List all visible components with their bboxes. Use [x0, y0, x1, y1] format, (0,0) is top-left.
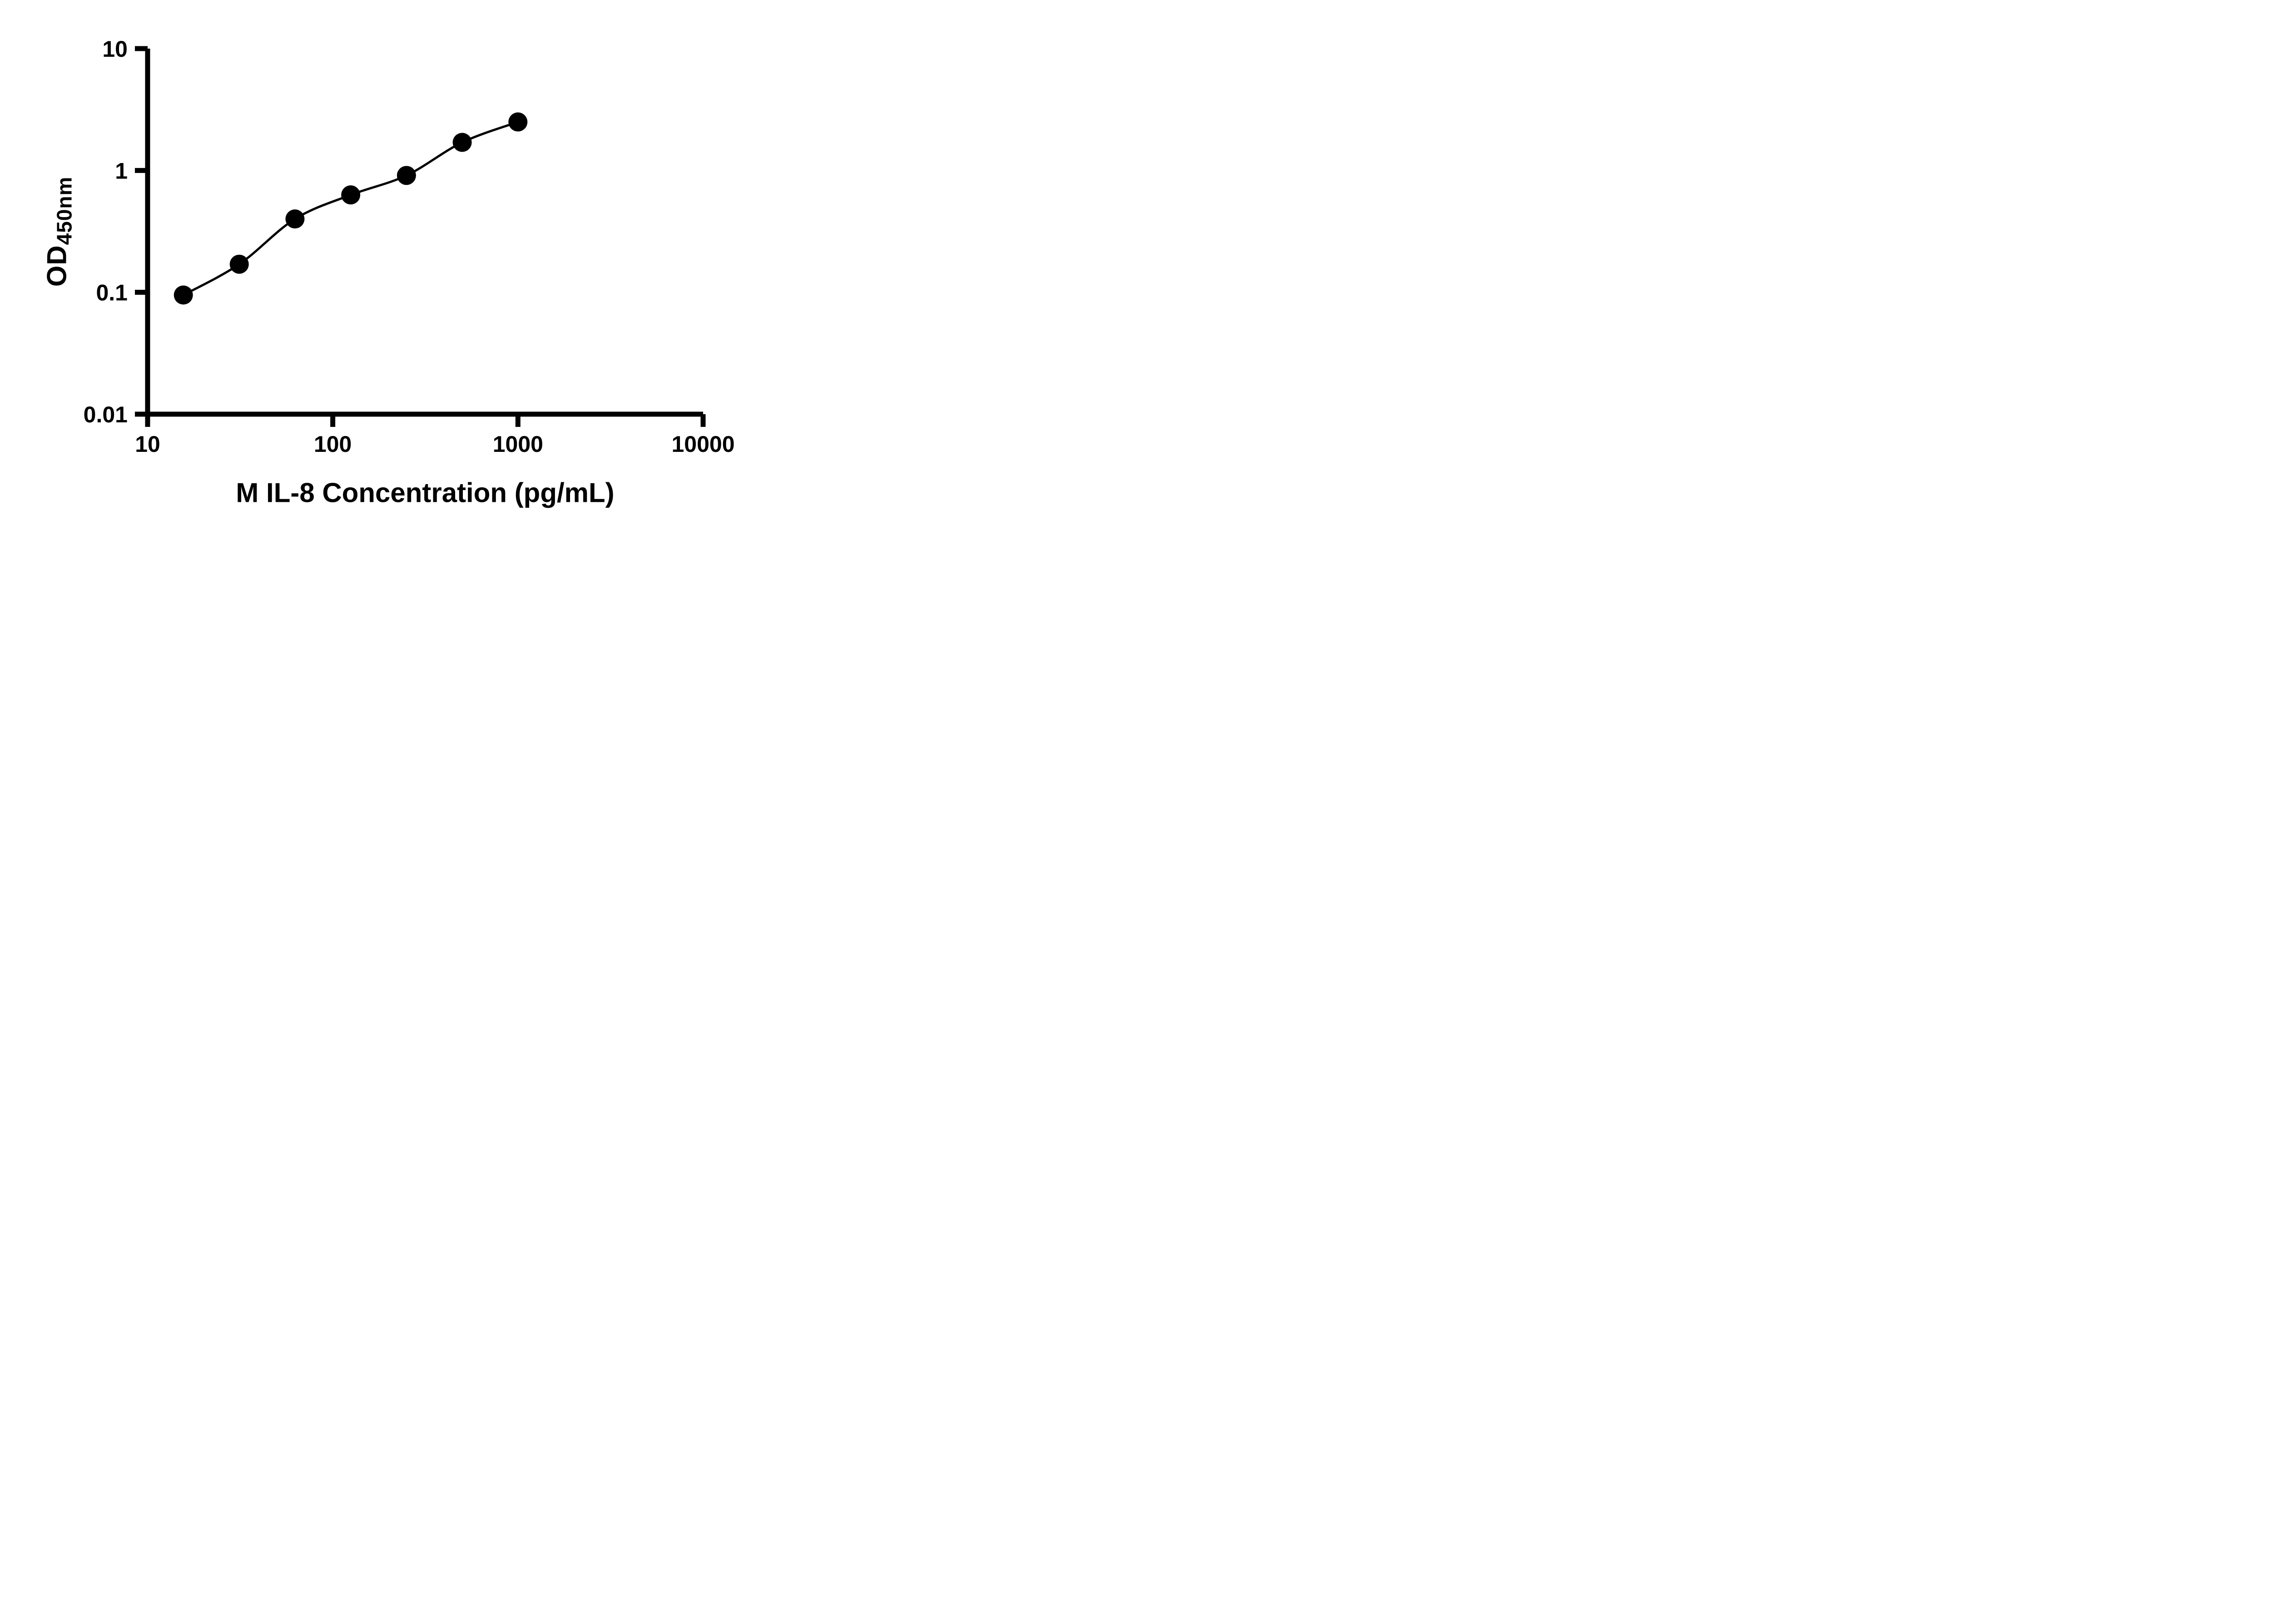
data-point: [508, 112, 528, 132]
data-point: [174, 285, 193, 305]
y-tick-label: 0.01: [84, 402, 128, 427]
elisa-standard-curve-figure: 10 100 1000 10000 0.01 0.1 1 10 OD450nm M IL-8 …: [0, 0, 777, 541]
x-tick-label: 100: [314, 431, 352, 457]
data-point: [452, 133, 472, 152]
data-point: [341, 185, 361, 205]
y-axis-title-base: OD: [41, 245, 72, 287]
x-tick-label: 10000: [671, 431, 734, 457]
x-axis-title: M IL-8 Concentration (pg/mL): [236, 477, 615, 508]
y-axis-title-subscript: 450nm: [52, 176, 76, 245]
y-tick-label: 10: [102, 36, 128, 62]
y-axis-title: OD450nm: [41, 177, 76, 287]
chart-canvas: 10 100 1000 10000 0.01 0.1 1 10: [84, 36, 735, 457]
y-tick-label: 1: [115, 158, 128, 183]
axis-line: [145, 49, 703, 417]
y-tick-label: 0.1: [96, 280, 128, 306]
x-tick-label: 1000: [493, 431, 543, 457]
data-point: [397, 166, 416, 185]
data-point: [229, 254, 249, 274]
data-point: [285, 209, 305, 229]
x-tick-label: 10: [135, 431, 160, 457]
